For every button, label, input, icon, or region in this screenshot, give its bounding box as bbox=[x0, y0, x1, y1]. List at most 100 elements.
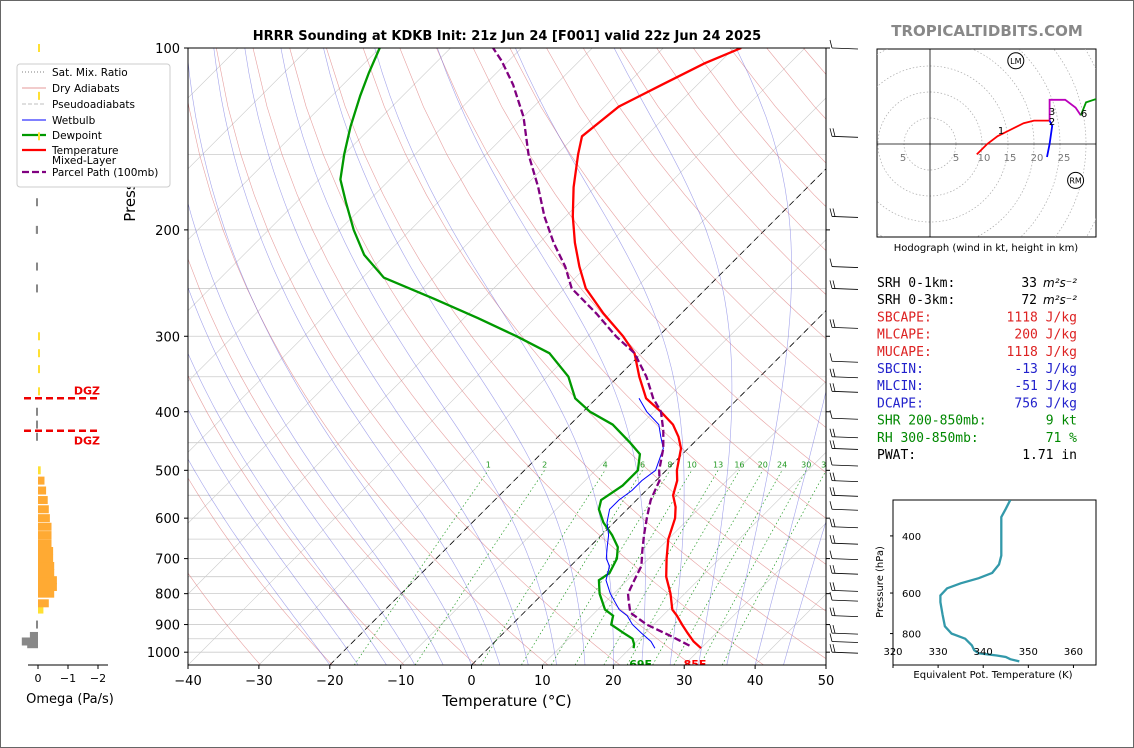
pseudoadiabat bbox=[783, 520, 826, 665]
legend-label: Mixed-Layer Parcel Path (100mb) bbox=[52, 155, 158, 179]
legend-label: Dewpoint bbox=[52, 130, 102, 142]
minus20-isotherm bbox=[329, 168, 826, 665]
hodo-segment bbox=[976, 119, 1050, 156]
isotherm-line bbox=[188, 48, 664, 524]
wind-barb bbox=[829, 368, 859, 379]
pseudoadiabat bbox=[515, 48, 685, 665]
wind-barb bbox=[829, 518, 859, 529]
mixing-ratio-label: 4 bbox=[603, 460, 608, 469]
wind-barb bbox=[829, 258, 859, 268]
mixing-ratio-line bbox=[626, 470, 740, 665]
omega-bar bbox=[38, 589, 55, 598]
wetbulb-line bbox=[605, 398, 664, 649]
omega-bar bbox=[38, 365, 40, 374]
theta-y-tick-label: 600 bbox=[902, 589, 921, 600]
temperature-line bbox=[571, 48, 742, 650]
y-tick-label: 900 bbox=[155, 619, 180, 634]
index-value: -51 J/kg bbox=[1014, 379, 1077, 394]
omega-tick-label: −2 bbox=[90, 672, 106, 685]
omega-panel: 0 −1 −2 DGZ DGZ bbox=[21, 44, 108, 685]
y-tick-label: 1000 bbox=[147, 646, 180, 661]
mixing-ratio-line bbox=[652, 470, 764, 665]
dry-adiabat bbox=[326, 48, 826, 659]
omega-bar bbox=[38, 531, 52, 540]
omega-bar bbox=[38, 554, 54, 563]
dry-adiabat bbox=[399, 48, 826, 565]
index-value: 200 J/kg bbox=[1014, 328, 1077, 343]
index-unit: m²s⁻² bbox=[1043, 293, 1077, 307]
dgz-label: DGZ bbox=[74, 435, 100, 448]
omega-bar bbox=[38, 539, 52, 548]
mixing-ratio-label: 13 bbox=[713, 460, 723, 469]
pseudoadiabat bbox=[244, 48, 529, 665]
wind-barb bbox=[829, 625, 859, 635]
skewt-background-lines: 1 2 4 6 8 10 13 16 20 24 30 36 bbox=[188, 48, 826, 665]
pseudoadiabat bbox=[754, 390, 826, 665]
index-label: MUCAPE: bbox=[877, 345, 932, 360]
omega-tick-label: −1 bbox=[60, 672, 76, 685]
y-tick-label: 600 bbox=[155, 512, 180, 527]
wind-barb bbox=[829, 280, 859, 290]
y-tick-label: 100 bbox=[155, 42, 180, 57]
wind-barb bbox=[829, 565, 859, 575]
dry-adiabat bbox=[289, 48, 764, 665]
mixing-ratio-label: 8 bbox=[667, 460, 672, 469]
dry-adiabat bbox=[188, 257, 477, 665]
hodograph-panel: 5 5 10 15 20 25 1 23 6 LM RM bbox=[876, 48, 1097, 238]
index-label: MLCAPE: bbox=[877, 328, 932, 343]
index-value: 1118 J/kg bbox=[1007, 310, 1077, 325]
wind-barb bbox=[829, 128, 859, 138]
x-tick-label: 10 bbox=[534, 674, 551, 689]
dry-adiabat bbox=[362, 48, 826, 612]
zero-isotherm bbox=[471, 309, 826, 665]
theta-y-label: Pressure (hPa) bbox=[875, 546, 886, 618]
omega-bar bbox=[38, 132, 40, 141]
theta-e-line bbox=[939, 500, 1020, 663]
index-label: PWAT: bbox=[877, 448, 916, 463]
dry-adiabat bbox=[546, 48, 826, 384]
isotherm-line bbox=[188, 48, 806, 665]
hodo-height-label: 3 bbox=[1049, 107, 1055, 118]
surface-dew-label: 69F bbox=[629, 658, 652, 671]
chart-title: HRRR Sounding at KDKB Init: 21z Jun 24 [… bbox=[253, 29, 761, 44]
theta-y-tick-label: 400 bbox=[902, 532, 921, 543]
index-label: SBCIN: bbox=[877, 362, 924, 377]
pseudoadiabat bbox=[726, 48, 792, 665]
omega-tick-label: 0 bbox=[35, 672, 42, 685]
omega-axis-label: Omega (Pa/s) bbox=[26, 692, 114, 707]
omega-bar bbox=[38, 91, 40, 100]
y-tick-label: 300 bbox=[155, 330, 180, 345]
pseudoadiabat bbox=[323, 48, 586, 665]
dry-adiabat bbox=[188, 374, 405, 665]
dry-adiabat bbox=[582, 48, 826, 340]
hodo-height-label: 1 bbox=[998, 126, 1004, 137]
hodo-ring-label: 25 bbox=[1058, 153, 1071, 164]
index-value: 71 % bbox=[1046, 431, 1077, 446]
mixing-ratio-line bbox=[699, 470, 807, 665]
omega-bar bbox=[38, 546, 54, 555]
omega-bar bbox=[36, 262, 38, 271]
isotherm-line bbox=[188, 48, 522, 382]
omega-bar bbox=[38, 349, 40, 358]
isotherm-line bbox=[400, 239, 826, 665]
x-tick-label: 40 bbox=[747, 674, 764, 689]
hodograph-caption: Hodograph (wind in kt, height in km) bbox=[894, 243, 1079, 254]
theta-axis-label: Equivalent Pot. Temperature (K) bbox=[913, 670, 1072, 681]
wind-barb bbox=[829, 440, 859, 450]
hodo-ring-label: 20 bbox=[1031, 153, 1044, 164]
index-label: MLCIN: bbox=[877, 379, 924, 394]
hodo-ring-label: 10 bbox=[978, 153, 991, 164]
x-tick-label: −10 bbox=[387, 674, 414, 689]
surface-temp-label: 85F bbox=[684, 658, 707, 671]
legend-label: Dry Adiabats bbox=[52, 83, 120, 95]
dry-adiabat bbox=[188, 477, 333, 665]
mixing-ratio-label: 10 bbox=[687, 460, 697, 469]
mixing-ratio-lines bbox=[354, 470, 826, 665]
wind-barb bbox=[829, 644, 859, 654]
index-label: SRH 0-1km: bbox=[877, 276, 955, 291]
index-label: SBCAPE: bbox=[877, 310, 932, 325]
brand-watermark: TROPICALTIDBITS.COM bbox=[891, 22, 1083, 40]
x-tick-label: 20 bbox=[605, 674, 622, 689]
mixing-ratio-line bbox=[480, 470, 606, 665]
